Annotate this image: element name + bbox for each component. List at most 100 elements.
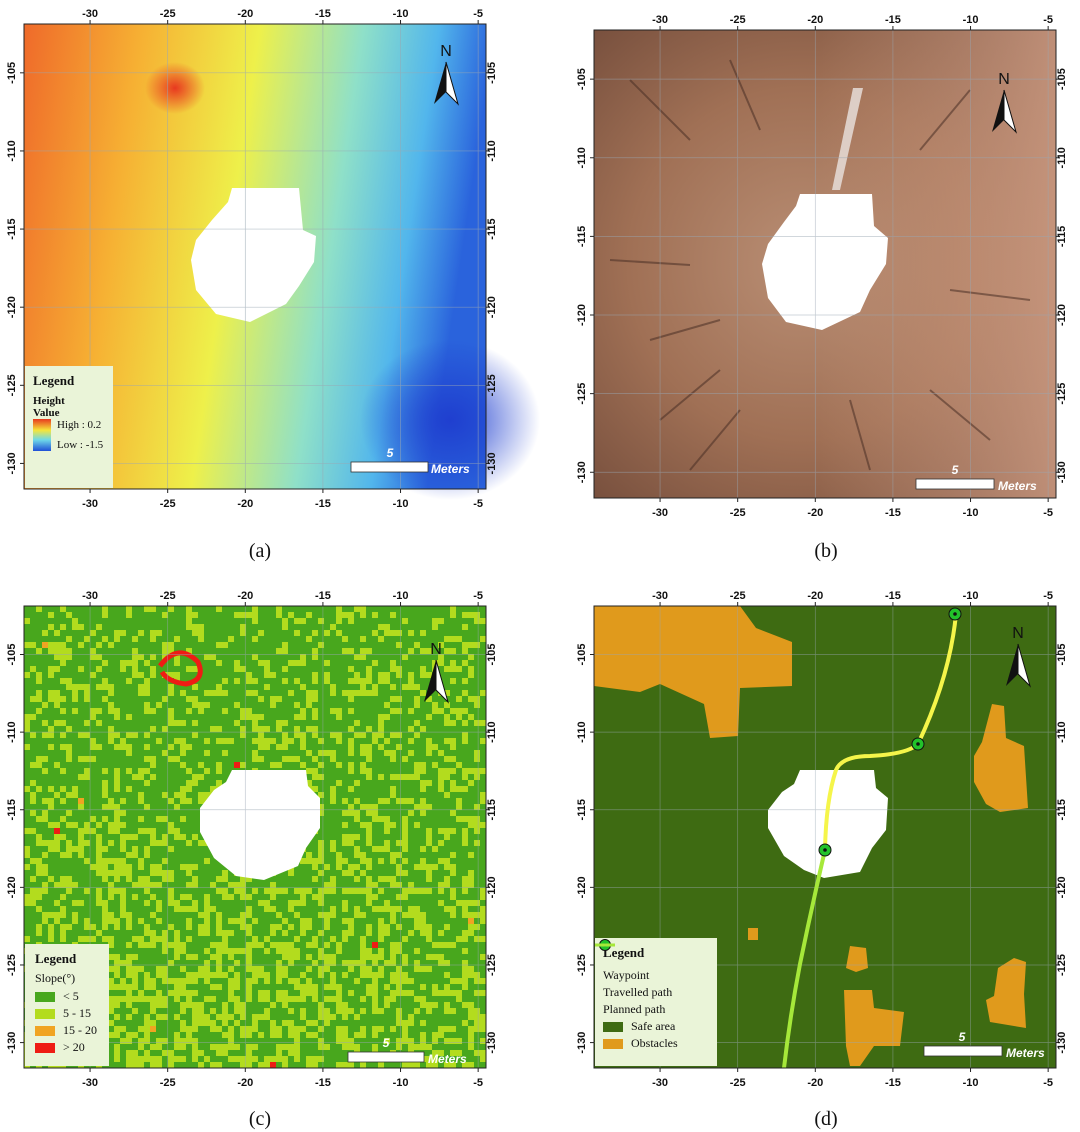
low-label: Low : -1.5 (57, 439, 104, 451)
scale-bar: 5 Meters (350, 446, 470, 476)
x-tick-label: -20 (807, 14, 823, 26)
x-tick-label: -25 (730, 1077, 746, 1089)
y-tick-label: -130 (576, 1032, 588, 1054)
svg-text:5: 5 (952, 463, 959, 477)
x-tick-label: -30 (652, 590, 668, 602)
svg-text:Meters: Meters (1006, 1046, 1045, 1060)
x-tick-label: -10 (963, 507, 979, 519)
legend-item-safe: Safe area (603, 1018, 717, 1035)
x-tick-label: -15 (885, 507, 901, 519)
legend-class-0: < 5 (35, 988, 109, 1005)
svg-text:5: 5 (383, 1036, 390, 1050)
scale-bar: 5 Meters (347, 1036, 467, 1066)
y-tick-label: -105 (1056, 68, 1068, 90)
y-tick-label: -105 (576, 643, 588, 665)
legend-class-label: 5 - 15 (63, 1006, 91, 1020)
x-tick-label: -5 (1043, 507, 1053, 519)
x-tick-label: -15 (315, 590, 331, 602)
x-tick-label: -15 (885, 590, 901, 602)
x-tick-label: -15 (885, 1077, 901, 1089)
safe-area-swatch (603, 1021, 623, 1032)
x-tick-label: -5 (473, 8, 483, 20)
svg-text:N: N (440, 43, 452, 60)
scale-bar: 5 Meters (923, 1030, 1045, 1060)
legend-class-3: > 20 (35, 1039, 109, 1056)
x-tick-label: -30 (82, 8, 98, 20)
legend-item-planned: Planned path (595, 943, 717, 1018)
x-tick-label: -10 (963, 590, 979, 602)
high-label: High : 0.2 (57, 419, 102, 431)
low-area (360, 340, 540, 500)
legend-item-label: Waypoint (603, 968, 650, 982)
y-tick-label: -125 (6, 374, 18, 396)
y-tick-label: -125 (486, 954, 498, 976)
x-tick-label: -25 (160, 1077, 176, 1089)
caption-d: (d) (814, 1108, 838, 1130)
y-tick-label: -110 (576, 147, 588, 168)
y-tick-label: -105 (576, 68, 588, 90)
planned-path (782, 849, 827, 1069)
x-tick-label: -20 (237, 8, 253, 20)
x-tick-label: -10 (963, 1077, 979, 1089)
y-tick-label: -125 (1056, 954, 1068, 976)
path-legend: Legend Waypoint Travelled path Planned p… (595, 938, 717, 1066)
y-tick-label: -115 (486, 218, 498, 239)
y-tick-label: -110 (576, 721, 588, 742)
legend-subtitle: Height (33, 395, 65, 407)
slope-legend: Legend Slope(°) < 5 5 - 15 15 - 20 > 20 (25, 944, 109, 1066)
x-tick-label: -20 (237, 498, 253, 510)
x-tick-label: -10 (963, 14, 979, 26)
x-tick-label: -30 (82, 498, 98, 510)
north-arrow: N (992, 71, 1018, 134)
legend-subtitle: Slope(°) (35, 971, 76, 985)
swatch-3 (35, 1042, 55, 1053)
legend-item-label: Planned path (603, 1002, 666, 1016)
y-tick-label: -120 (6, 876, 18, 898)
x-tick-label: -5 (1043, 1077, 1053, 1089)
svg-text:5: 5 (387, 446, 394, 460)
swatch-0 (35, 991, 55, 1002)
x-tick-label: -30 (652, 14, 668, 26)
x-tick-label: -20 (237, 1077, 253, 1089)
x-tick-label: -10 (393, 590, 409, 602)
swatch-1 (35, 1008, 55, 1019)
x-tick-label: -25 (160, 8, 176, 20)
x-tick-label: -5 (1043, 590, 1053, 602)
y-tick-label: -110 (486, 140, 498, 161)
y-tick-label: -105 (486, 643, 498, 665)
y-tick-label: -105 (6, 643, 18, 665)
height-map-panel: -30 -25 -20 -15 -10 -5 -30 -25 -20 -15 -10 -5 -105 -1… (0, 0, 540, 520)
high-spot (145, 62, 205, 114)
x-tick-label: -5 (473, 590, 483, 602)
legend-title: Legend (35, 951, 77, 966)
y-tick-label: -120 (486, 296, 498, 318)
nodata-hole (200, 770, 320, 880)
caption-c: (c) (248, 1108, 272, 1130)
x-tick-label: -15 (315, 1077, 331, 1089)
x-tick-label: -10 (393, 1077, 409, 1089)
x-tick-label: -5 (1043, 14, 1053, 26)
waypoint (948, 607, 962, 621)
path-plan-panel: -30 -25 -20 -15 -10 -5 -30 -25 -20 -15 -10 -5 -105 -1… (570, 576, 1080, 1096)
y-tick-label: -110 (6, 140, 18, 161)
legend-item-label: Obstacles (631, 1036, 678, 1050)
slope-map-panel: -30 -25 -20 -15 -10 -5 -30 -25 -20 -15 -10 -5 -105 -1… (0, 576, 530, 1096)
x-tick-label: -20 (807, 1077, 823, 1089)
x-tick-label: -15 (315, 8, 331, 20)
y-tick-label: -115 (6, 218, 18, 239)
y-tick-label: -120 (1056, 304, 1068, 326)
y-tick-label: -110 (1056, 721, 1068, 742)
legend-title: Legend (33, 373, 75, 388)
y-tick-label: -125 (486, 374, 498, 396)
legend-item-label: Safe area (631, 1019, 676, 1033)
x-tick-label: -20 (807, 507, 823, 519)
x-tick-label: -15 (885, 14, 901, 26)
legend-class-1: 5 - 15 (35, 1005, 109, 1022)
y-tick-label: -120 (486, 876, 498, 898)
y-tick-label: -110 (486, 721, 498, 742)
x-tick-label: -10 (393, 8, 409, 20)
y-tick-label: -125 (6, 954, 18, 976)
image-mosaic-svg: -30 -25 -20 -15 -10 -5 -30 -25 -20 -15 -10 -5 -105 -1… (576, 14, 1068, 519)
travelled-path (823, 613, 958, 851)
rover-mast-shadow (832, 88, 863, 190)
